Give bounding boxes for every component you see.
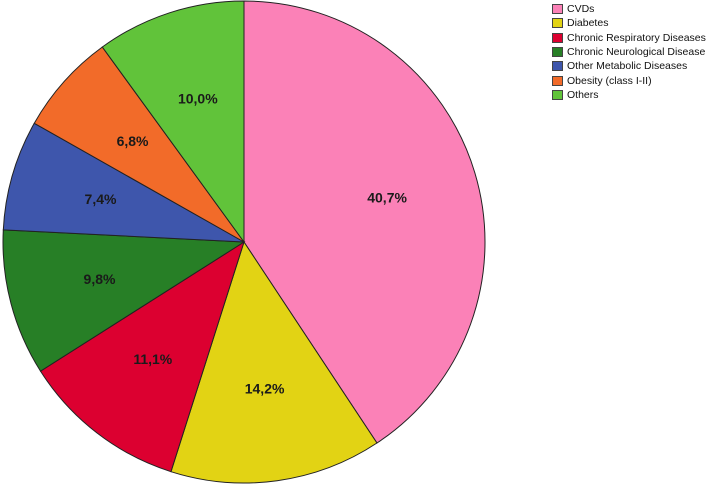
pie-slice-label: 9,8% [84, 271, 116, 287]
legend-item: Diabetes [552, 16, 706, 30]
pie-slice-2 [39, 240, 245, 473]
legend-label: Chronic Respiratory Diseases [567, 31, 706, 44]
legend-swatch [552, 47, 563, 58]
legend-swatch [552, 61, 563, 72]
legend-item: Other Metabolic Diseases [552, 59, 706, 73]
legend-label: Chronic Neurological Disease [567, 46, 706, 59]
legend-swatch [552, 32, 563, 43]
legend-swatch [552, 89, 563, 100]
legend-swatch [552, 75, 563, 86]
legend-label: Others [567, 88, 599, 101]
pie-slice-label: 40,7% [367, 190, 407, 206]
pie-slices [2, 0, 486, 484]
legend-label: Obesity (class I-II) [567, 74, 652, 87]
pie-slice-4 [2, 122, 245, 243]
pie-slice-3 [2, 229, 246, 372]
legend-item: Chronic Neurological Disease [552, 45, 706, 59]
pie-slice-label: 14,2% [245, 381, 285, 397]
legend-label: Other Metabolic Diseases [567, 60, 688, 73]
pie-slice-6 [101, 0, 245, 244]
legend-swatch [552, 18, 563, 29]
pie-slice-label: 10,0% [178, 91, 218, 107]
legend-item: Others [552, 88, 706, 102]
legend-item: CVDs [552, 2, 706, 16]
legend-item: Obesity (class I-II) [552, 73, 706, 87]
pie-slice-label: 11,1% [133, 351, 172, 367]
legend-swatch [552, 4, 563, 15]
legend-item: Chronic Respiratory Diseases [552, 31, 706, 45]
pie-labels: 40,7% 14,2% 11,1% 9,8% 7,4% 6,8% 10,0% [84, 91, 408, 397]
legend-label: CVDs [567, 3, 595, 16]
pie-slice-label: 7,4% [85, 191, 117, 207]
pie-slice-label: 6,8% [117, 133, 149, 149]
legend-label: Diabetes [567, 17, 609, 30]
pie-slice-1 [170, 240, 378, 484]
chart-legend: CVDs Diabetes Chronic Respiratory Diseases… [552, 2, 706, 102]
